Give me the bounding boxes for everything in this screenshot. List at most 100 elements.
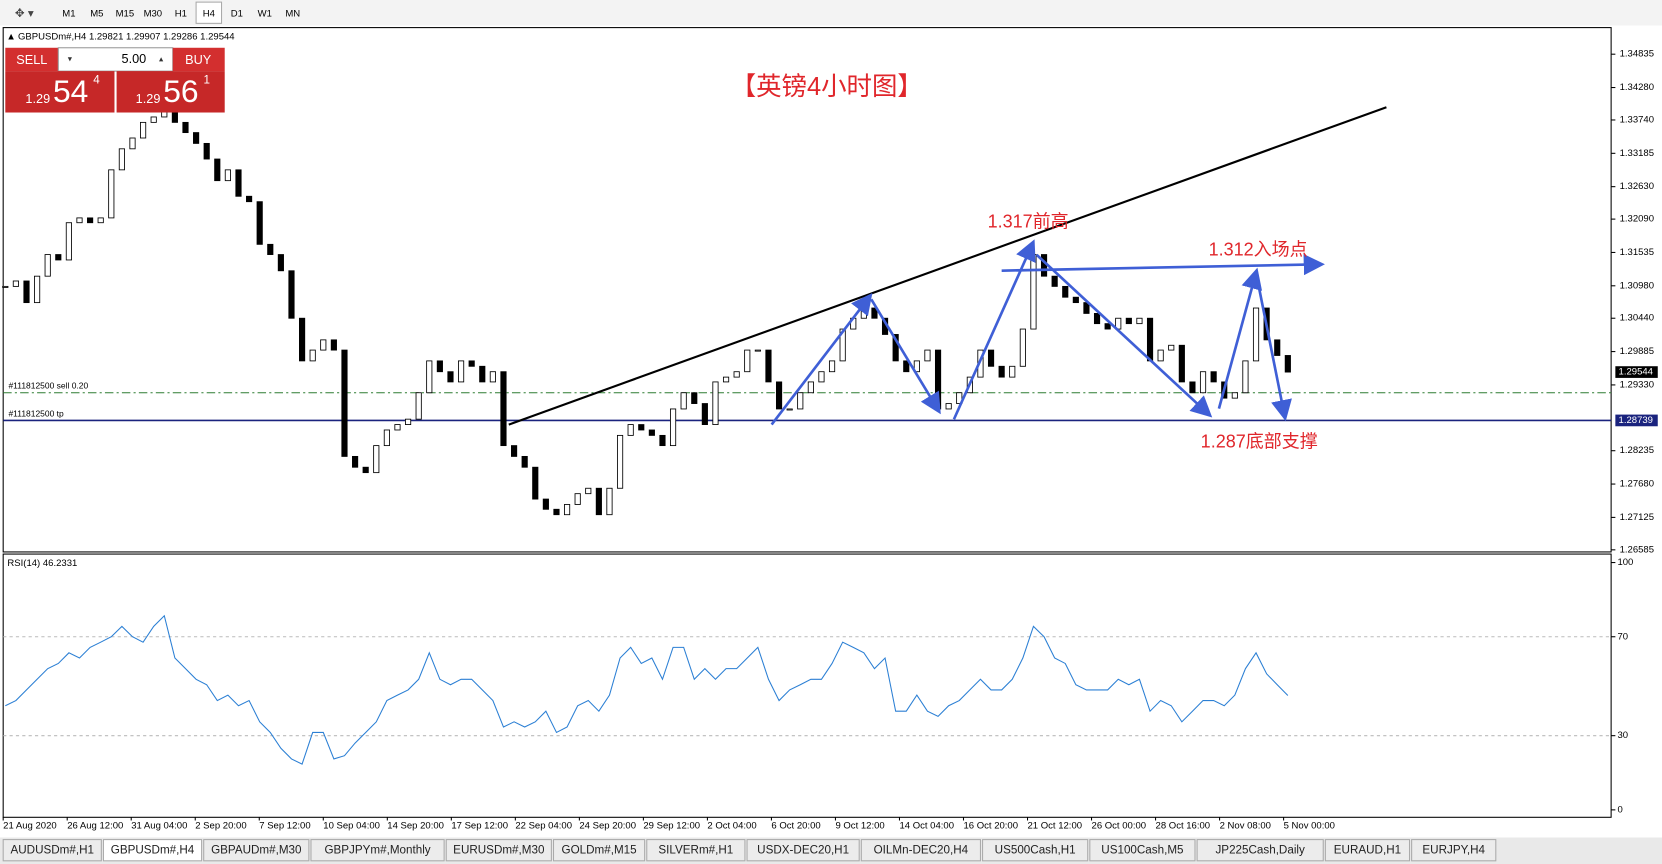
candle — [299, 317, 306, 362]
ask-sup: 1 — [204, 74, 210, 87]
candle — [171, 111, 178, 123]
tab[interactable] — [860, 839, 981, 862]
tab[interactable] — [746, 839, 860, 862]
candle — [405, 418, 412, 425]
timeframe-button[interactable]: D1 — [231, 8, 243, 19]
x-tick-label: 7 Sep 12:00 — [259, 820, 310, 831]
tab-label: GOLDm#,M15 — [562, 843, 637, 856]
candle — [521, 455, 528, 468]
y-tick-label: 1.29885 — [1620, 346, 1654, 357]
chart-title: 【英镑4小时图】 — [731, 73, 923, 101]
y-tick-label: 1.29330 — [1620, 379, 1654, 390]
x-tick-label: 2 Oct 04:00 — [707, 820, 756, 831]
candle — [1040, 254, 1048, 277]
rsi-frame — [2, 553, 1612, 818]
header-icon: ▲ — [6, 32, 15, 43]
candle — [1210, 371, 1217, 383]
x-tick-label: 10 Sep 04:00 — [323, 820, 380, 831]
y-tick-label: 1.26585 — [1620, 544, 1654, 555]
arrow — [870, 298, 941, 415]
timeframe-button[interactable]: M15 — [116, 8, 135, 19]
tab[interactable] — [203, 839, 310, 862]
timeframe-button[interactable]: W1 — [258, 8, 272, 19]
candle — [203, 142, 210, 160]
tab-label: US100Cash,M5 — [1101, 843, 1183, 856]
candle — [1051, 275, 1058, 287]
timeframe-button[interactable]: H4 — [203, 8, 216, 19]
tab[interactable] — [552, 839, 646, 862]
timeframe-button[interactable]: MN — [285, 8, 300, 19]
candle — [627, 424, 634, 436]
spin-down[interactable]: ▾ — [68, 54, 73, 64]
candle — [1274, 339, 1281, 356]
buy-button[interactable] — [172, 47, 225, 72]
candle — [828, 360, 836, 373]
candle — [489, 371, 496, 383]
tab[interactable] — [445, 839, 552, 862]
tab[interactable] — [1324, 839, 1411, 862]
tab[interactable] — [1411, 839, 1497, 862]
candle — [309, 349, 316, 362]
candle — [701, 403, 708, 425]
ask-box[interactable] — [116, 71, 225, 113]
tab[interactable] — [2, 839, 102, 862]
y-tick-label: 1.34835 — [1620, 49, 1654, 60]
timeframe-button[interactable]: H1 — [175, 8, 187, 19]
candle — [987, 349, 995, 367]
timeframe-button[interactable]: M5 — [90, 8, 103, 19]
x-tick-label: 2 Sep 20:00 — [195, 820, 246, 831]
timeframe-button[interactable]: M1 — [62, 8, 75, 19]
tab-label: EURUSDm#,M30 — [453, 843, 545, 856]
candle — [934, 349, 942, 410]
y-tick-label: 1.30440 — [1620, 313, 1654, 324]
current-price-tag — [1615, 366, 1658, 378]
candle — [680, 392, 687, 410]
candle — [468, 360, 475, 367]
spin-up[interactable]: ▴ — [159, 54, 164, 64]
candle — [797, 392, 804, 410]
lot-input[interactable] — [57, 47, 174, 72]
sell-button[interactable] — [5, 47, 59, 72]
candle — [458, 360, 465, 383]
tab-label: JP225Cash,Daily — [1215, 843, 1305, 856]
y-tick-label: 1.34280 — [1620, 82, 1654, 93]
candle — [775, 381, 783, 410]
tab-label: USDX-DEC20,H1 — [757, 843, 849, 856]
candle — [786, 408, 793, 411]
candle — [394, 424, 401, 431]
candle — [1093, 313, 1101, 325]
bid-main: 54 — [53, 73, 88, 109]
candle — [118, 148, 125, 171]
candle — [691, 392, 698, 404]
candle — [903, 360, 910, 373]
rsi-line — [5, 614, 1289, 765]
candle — [945, 403, 952, 410]
arrows — [770, 239, 1325, 426]
candle — [246, 195, 253, 203]
tab[interactable] — [1089, 839, 1196, 862]
bid-box[interactable] — [5, 71, 115, 113]
tab[interactable] — [646, 839, 746, 862]
x-tick-label: 14 Sep 20:00 — [387, 820, 444, 831]
candle — [108, 169, 115, 219]
tab[interactable] — [310, 839, 445, 862]
candle — [341, 349, 348, 457]
tool-icon[interactable]: ✥ ▾ — [15, 7, 34, 20]
candle — [563, 504, 571, 516]
candle — [436, 360, 443, 373]
tab-label: AUDUSDm#,H1 — [11, 843, 95, 856]
tab[interactable] — [982, 839, 1089, 862]
candle — [553, 508, 560, 516]
arrow — [770, 292, 873, 426]
candle — [733, 371, 740, 378]
y-tick-label: 100 — [1617, 557, 1633, 568]
candle — [256, 201, 263, 245]
tab[interactable] — [1196, 839, 1324, 862]
candle — [1136, 317, 1143, 325]
timeframe-button[interactable]: M30 — [144, 8, 163, 19]
x-tick-label: 26 Aug 12:00 — [67, 820, 123, 831]
candle — [235, 169, 242, 197]
candle — [415, 392, 422, 420]
tab[interactable] — [102, 839, 203, 862]
